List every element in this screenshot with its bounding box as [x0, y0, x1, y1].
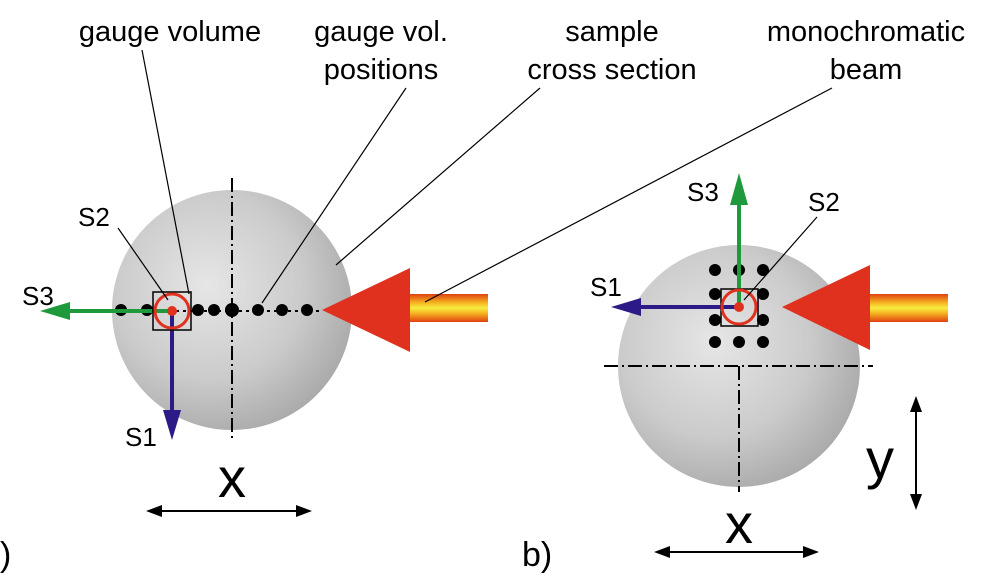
- gauge-position-dot: [733, 336, 745, 348]
- label-gauge-vol-positions-line1: gauge vol.: [314, 16, 448, 48]
- panel-b-x-dimension-left-head: [654, 546, 670, 558]
- panel-b-tag: b): [522, 536, 552, 574]
- panel-b-x-axis-label: x: [725, 492, 753, 555]
- panel-a-s2-label: S2: [78, 202, 110, 232]
- panel-b-gauge-center: [734, 302, 744, 312]
- gauge-position-dot: [709, 314, 721, 326]
- panel-a-tag: ): [0, 536, 11, 574]
- label-monochromatic-beam-line2: beam: [830, 54, 903, 86]
- panel-b-s2-label: S2: [808, 187, 840, 217]
- panel-a-gauge-volume-box: [152, 291, 192, 331]
- panel-a-s3-label: S3: [22, 281, 54, 311]
- gauge-position-dot: [757, 336, 769, 348]
- gauge-position-dot: [301, 304, 313, 316]
- gauge-position-dot: [757, 264, 769, 276]
- label-sample-cross-section-line1: sample: [565, 16, 659, 48]
- leader-gauge-vol-positions: [261, 87, 407, 304]
- panel-a-x-dimension-right-head: [296, 505, 312, 517]
- panel-a-gauge-volume-circle: [153, 292, 191, 330]
- label-sample-cross-section-line2: cross section: [527, 54, 696, 86]
- panel-b-x-dimension-right-head: [803, 546, 819, 558]
- panel-b: S3 S2 S1 y x b): [522, 173, 948, 574]
- gauge-position-dot: [709, 288, 721, 300]
- gauge-position-dot: [208, 304, 220, 316]
- gauge-position-dot: [709, 264, 721, 276]
- panel-a-s3-arrowhead: [40, 302, 70, 320]
- gauge-position-dot: [757, 288, 769, 300]
- label-monochromatic-beam-line1: monochromatic: [767, 16, 965, 48]
- gauge-position-dot: [757, 314, 769, 326]
- leader-panel-b-s2: [743, 216, 818, 301]
- label-gauge-vol-positions-line2: positions: [324, 54, 438, 86]
- panel-b-s1-arrowhead: [611, 298, 641, 316]
- gauge-position-dot: [709, 336, 721, 348]
- gauge-position-dot: [225, 303, 239, 317]
- panel-a-gauge-center: [167, 306, 177, 316]
- panel-a-x-dimension-left-head: [146, 505, 162, 517]
- panel-b-beam-body: [860, 294, 948, 322]
- leader-lines: [117, 49, 833, 304]
- panel-a-s1-arrowhead: [163, 410, 181, 440]
- panel-b-gauge-positions: [709, 264, 769, 348]
- panel-b-y-dimension-top-head: [910, 396, 922, 412]
- panel-a-s1-label: S1: [125, 422, 157, 452]
- leader-panel-a-s2: [117, 227, 169, 301]
- panel-a: S2 S3 S1 x ): [0, 178, 488, 574]
- panel-b-y-axis-label: y: [866, 427, 894, 490]
- panel-b-y-dimension-bottom-head: [910, 494, 922, 510]
- leader-gauge-volume: [141, 49, 190, 295]
- panel-a-beam-body: [400, 294, 488, 322]
- panel-b-s3-arrowhead: [730, 173, 748, 205]
- panel-a-beam-arrowhead: [322, 268, 410, 352]
- label-gauge-volume: gauge volume: [79, 16, 261, 48]
- leader-sample-cross-section: [335, 87, 541, 266]
- panel-b-beam-arrowhead: [782, 265, 870, 350]
- leader-monochromatic-beam: [424, 87, 833, 303]
- panel-b-gauge-volume-circle: [720, 288, 758, 326]
- panel-b-s1-label: S1: [590, 272, 622, 302]
- gauge-position-dot: [252, 304, 264, 316]
- gauge-position-dot: [192, 304, 204, 316]
- panel-b-s3-label: S3: [687, 177, 719, 207]
- gauge-position-dot: [276, 304, 288, 316]
- panel-a-x-axis-label: x: [218, 446, 246, 509]
